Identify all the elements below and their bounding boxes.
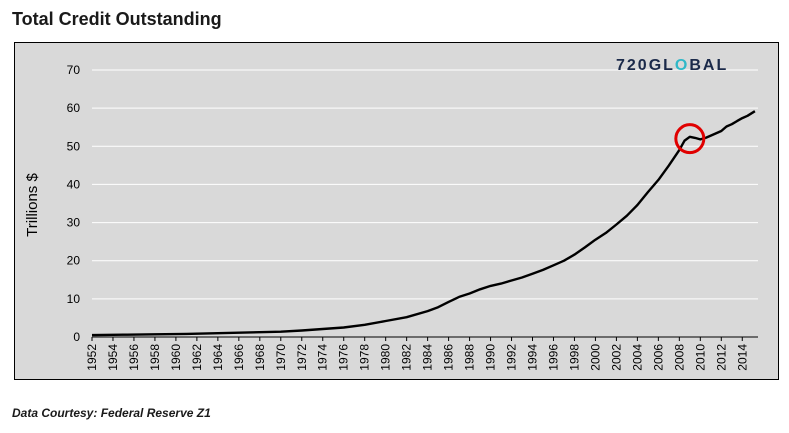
logo-text-right: BAL bbox=[689, 57, 728, 74]
x-tick-label: 2002 bbox=[609, 344, 623, 371]
x-tick-label: 1984 bbox=[421, 344, 435, 371]
x-tick-label: 1956 bbox=[127, 344, 141, 371]
logo: 720GLOBAL bbox=[616, 57, 728, 74]
x-tick-label: 1960 bbox=[169, 344, 183, 371]
x-tick-label: 1988 bbox=[463, 344, 477, 371]
x-tick-label: 1998 bbox=[567, 344, 581, 371]
x-tick-label: 2014 bbox=[735, 344, 749, 371]
svg-text:720GLOBAL: 720GLOBAL bbox=[616, 57, 728, 74]
x-tick-label: 1964 bbox=[211, 344, 225, 371]
series-line-0 bbox=[91, 110, 756, 337]
x-tick-label: 2008 bbox=[672, 344, 686, 371]
x-tick-label: 1958 bbox=[148, 344, 162, 371]
x-tick-label: 2004 bbox=[630, 344, 644, 371]
y-tick-label: 20 bbox=[67, 254, 81, 268]
highlight-group bbox=[674, 123, 706, 155]
logo-text-left: 720GL bbox=[616, 57, 675, 74]
x-tick-label: 1974 bbox=[316, 344, 330, 371]
logo-mark: O bbox=[675, 57, 689, 74]
source-note: Data Courtesy: Federal Reserve Z1 bbox=[12, 406, 211, 420]
x-tick-label: 1952 bbox=[85, 344, 99, 371]
x-tick-label: 1970 bbox=[274, 344, 288, 371]
x-tick-label: 1982 bbox=[400, 344, 414, 371]
highlight-circle bbox=[674, 123, 706, 155]
x-tick-label: 1978 bbox=[358, 344, 372, 371]
y-tick-label: 30 bbox=[67, 216, 81, 230]
y-axis-ticks: 0 10 20 30 40 50 60 70 bbox=[67, 63, 81, 344]
x-tick-label: 1994 bbox=[526, 344, 540, 371]
x-tick-label: 1972 bbox=[295, 344, 309, 371]
x-tick-label: 1966 bbox=[232, 344, 246, 371]
x-tick-label: 1962 bbox=[190, 344, 204, 371]
y-tick-label: 70 bbox=[67, 63, 81, 77]
x-axis-ticks: 1952 1954 1956 1958 1960 1962 1964 1966 1968 1970… bbox=[85, 337, 749, 371]
y-tick-label: 60 bbox=[67, 101, 81, 115]
x-tick-label: 1954 bbox=[106, 344, 120, 371]
x-tick-label: 2006 bbox=[651, 344, 665, 371]
x-tick-label: 1992 bbox=[505, 344, 519, 371]
x-tick-label: 2012 bbox=[714, 344, 728, 371]
chart-title: Total Credit Outstanding bbox=[12, 9, 222, 29]
y-axis-label: Trillions $ bbox=[24, 173, 41, 237]
x-tick-label: 1980 bbox=[379, 344, 393, 371]
y-tick-label: 0 bbox=[73, 330, 80, 344]
x-tick-label: 1986 bbox=[442, 344, 456, 371]
chart-frame bbox=[14, 42, 779, 380]
y-tick-label: 40 bbox=[67, 177, 81, 191]
series-group bbox=[91, 110, 756, 337]
gridlines bbox=[92, 69, 758, 338]
x-tick-label: 2000 bbox=[588, 344, 602, 371]
y-tick-label: 50 bbox=[67, 139, 81, 153]
x-tick-label: 1976 bbox=[337, 344, 351, 371]
x-tick-label: 1996 bbox=[546, 344, 560, 371]
x-tick-label: 1968 bbox=[253, 344, 267, 371]
x-tick-label: 1990 bbox=[484, 344, 498, 371]
y-tick-label: 10 bbox=[67, 292, 81, 306]
x-tick-label: 2010 bbox=[693, 344, 707, 371]
